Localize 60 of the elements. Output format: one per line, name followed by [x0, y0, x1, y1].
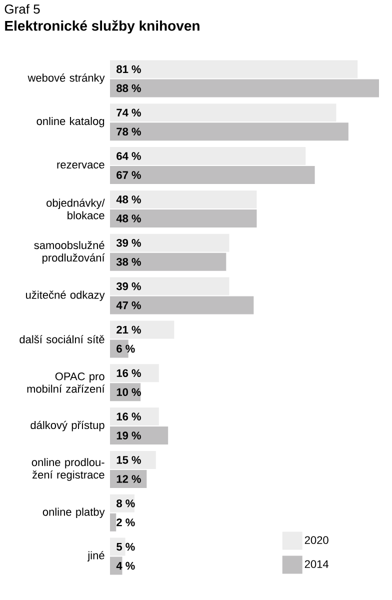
- y-tick-label: dálkový přístup: [30, 420, 104, 432]
- y-tick-label: webové stránky: [28, 74, 105, 84]
- data-label: 39 %: [116, 282, 141, 290]
- data-label: 16 %: [116, 369, 141, 378]
- data-label: 78 %: [116, 128, 141, 136]
- bar: [110, 426, 168, 445]
- data-label: 88 %: [116, 84, 141, 92]
- data-label: 2 %: [116, 518, 135, 526]
- y-tick-label: samoobslužné prodlužování: [34, 240, 105, 264]
- data-label: 38 %: [116, 258, 141, 266]
- y-tick-label: online prodlou-žení registrace: [32, 458, 104, 481]
- data-label: 15 %: [116, 456, 141, 464]
- bar: [110, 513, 116, 532]
- data-label: 48 %: [116, 196, 141, 204]
- bar: [110, 252, 226, 271]
- bar: [110, 320, 174, 339]
- data-label: 47 %: [116, 301, 141, 310]
- data-label: 48 %: [116, 214, 141, 222]
- bar: [110, 166, 315, 184]
- data-label: 74 %: [116, 108, 141, 116]
- bar: [110, 277, 230, 296]
- bar: [110, 122, 348, 141]
- data-label: 4 %: [116, 562, 135, 570]
- data-label: 10 %: [116, 388, 141, 396]
- data-label: 19 %: [116, 432, 141, 440]
- legend-label: 2020: [304, 536, 328, 544]
- bar: [110, 556, 122, 575]
- data-label: 8 %: [116, 499, 135, 508]
- data-label: 64 %: [116, 152, 141, 160]
- bar: [110, 60, 358, 78]
- data-label: 67 %: [116, 171, 141, 179]
- y-tick-label: další sociální sítě: [20, 335, 104, 344]
- legend-label: 2014: [304, 560, 328, 568]
- y-tick-label: jiné: [87, 551, 104, 562]
- y-tick-label: užitečné odkazy: [26, 290, 105, 301]
- bar: [110, 234, 230, 252]
- bar: [110, 104, 336, 122]
- bar: [110, 79, 379, 98]
- bar: [110, 296, 254, 314]
- data-label: 12 %: [116, 475, 141, 483]
- y-tick-label: OPAC pro mobilní zařízení: [27, 372, 105, 393]
- data-label: 5 %: [116, 542, 135, 551]
- bar: [110, 538, 126, 556]
- y-tick-label: rezervace: [57, 162, 104, 169]
- y-tick-label: objednávky/ blokace: [46, 198, 105, 220]
- chart-title: Graf 5: [4, 4, 40, 14]
- data-label: 21 %: [116, 326, 141, 334]
- data-label: 81 %: [116, 65, 141, 74]
- bar: [110, 364, 159, 382]
- bar: [110, 209, 257, 228]
- bar: [110, 408, 159, 426]
- data-label: 6 %: [116, 344, 135, 353]
- data-label: 39 %: [116, 238, 141, 247]
- y-tick-label: online platby: [42, 508, 105, 518]
- chart-subtitle: Elektronické služby knihoven: [5, 20, 200, 34]
- bar: [110, 147, 306, 166]
- bar: [110, 190, 257, 208]
- data-label: 16 %: [116, 412, 141, 420]
- bar: [110, 450, 156, 469]
- y-tick-label: online katalog: [36, 116, 104, 128]
